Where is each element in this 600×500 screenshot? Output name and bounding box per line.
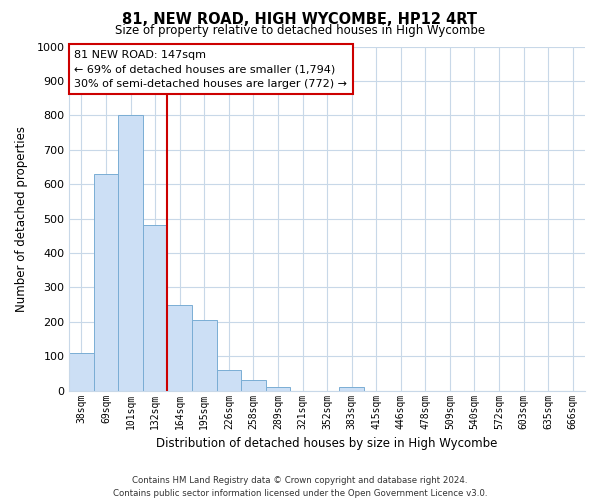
Bar — [69, 353, 94, 391]
Bar — [192, 320, 217, 390]
Bar — [167, 306, 192, 390]
Bar — [143, 226, 167, 390]
Bar — [217, 370, 241, 390]
Bar — [340, 387, 364, 390]
Bar — [241, 380, 266, 390]
Bar — [118, 116, 143, 390]
Text: Contains HM Land Registry data © Crown copyright and database right 2024.
Contai: Contains HM Land Registry data © Crown c… — [113, 476, 487, 498]
Bar — [266, 387, 290, 390]
Text: Size of property relative to detached houses in High Wycombe: Size of property relative to detached ho… — [115, 24, 485, 37]
Y-axis label: Number of detached properties: Number of detached properties — [15, 126, 28, 312]
Text: 81 NEW ROAD: 147sqm
← 69% of detached houses are smaller (1,794)
30% of semi-det: 81 NEW ROAD: 147sqm ← 69% of detached ho… — [74, 50, 347, 88]
Bar — [94, 174, 118, 390]
Text: 81, NEW ROAD, HIGH WYCOMBE, HP12 4RT: 81, NEW ROAD, HIGH WYCOMBE, HP12 4RT — [122, 12, 478, 28]
X-axis label: Distribution of detached houses by size in High Wycombe: Distribution of detached houses by size … — [157, 437, 498, 450]
